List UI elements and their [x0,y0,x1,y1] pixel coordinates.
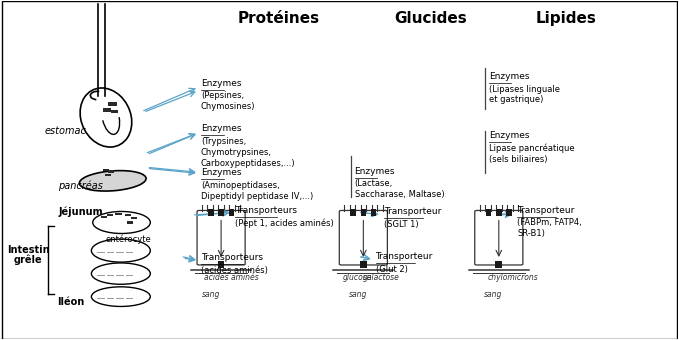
Text: Transporteur: Transporteur [375,252,433,261]
Bar [208,209,214,216]
Text: pancréas: pancréas [58,181,103,191]
Text: galactose: galactose [363,273,399,282]
Bar [108,170,114,173]
Text: chylomicrons: chylomicrons [488,273,538,282]
Text: (Lactase,
Saccharase, Maltase): (Lactase, Saccharase, Maltase) [354,180,444,199]
Text: Enzymes: Enzymes [201,79,241,88]
Bar [108,102,117,106]
Bar [360,261,367,268]
Text: grêle: grêle [14,255,42,265]
Bar [229,209,234,216]
Text: Intestin: Intestin [7,245,50,255]
Text: (Lipases linguale
et gastrique): (Lipases linguale et gastrique) [489,85,559,104]
Text: Transporteur: Transporteur [517,206,574,215]
Ellipse shape [92,287,150,306]
Bar [127,221,133,223]
Text: (Pept 1, acides aminés): (Pept 1, acides aminés) [235,218,333,228]
Bar [371,209,376,216]
Text: (FABPm, FATP4,
SR-B1): (FABPm, FATP4, SR-B1) [517,218,582,238]
Text: (Glut 2): (Glut 2) [375,265,407,274]
FancyBboxPatch shape [340,210,388,265]
FancyBboxPatch shape [197,210,245,265]
Text: Protéines: Protéines [238,11,320,26]
Bar [361,209,366,216]
Text: Enzymes: Enzymes [354,167,395,176]
Text: (acides aminés): (acides aminés) [201,266,268,275]
Text: sang: sang [484,290,502,299]
Bar [103,169,109,171]
Bar [115,212,122,215]
Text: Enzymes: Enzymes [489,131,529,140]
Bar [107,214,113,216]
Text: (Aminopeptidases,
Dipeptidyl peptidase IV,...): (Aminopeptidases, Dipeptidyl peptidase I… [201,181,313,201]
Text: Lipides: Lipides [536,11,597,26]
Bar [131,217,137,219]
Bar [219,209,224,216]
Text: Lipase pancréatique
(sels biliaires): Lipase pancréatique (sels biliaires) [489,144,574,164]
Text: Enzymes: Enzymes [201,168,241,177]
Bar [496,261,502,268]
Text: Iléon: Iléon [57,298,84,307]
Bar [101,216,107,218]
Bar [111,110,118,113]
Text: Jéjunum: Jéjunum [58,206,103,217]
Text: Transporteur: Transporteur [384,207,441,216]
Text: acides aminés: acides aminés [204,273,259,282]
Text: Enzymes: Enzymes [489,72,529,81]
Text: glucose: glucose [343,273,373,282]
Text: (Pepsines,
Chymosines): (Pepsines, Chymosines) [201,91,255,111]
Text: Enzymes: Enzymes [201,124,241,133]
Text: sang: sang [202,290,220,299]
Ellipse shape [92,239,150,262]
Bar [507,209,512,216]
Ellipse shape [93,211,150,234]
Bar [496,209,502,216]
Text: Transporteurs: Transporteurs [201,253,263,262]
FancyBboxPatch shape [475,210,523,265]
Ellipse shape [92,263,150,284]
Bar [486,209,492,216]
Text: Glucides: Glucides [394,11,467,26]
Ellipse shape [79,171,146,191]
Ellipse shape [80,88,132,147]
Text: sang: sang [348,290,367,299]
Bar [218,261,225,268]
Text: entérocyte: entérocyte [105,235,151,244]
Text: estomac: estomac [45,126,87,136]
Bar [105,174,111,176]
Bar [103,108,111,112]
Text: (SGLT 1): (SGLT 1) [384,220,418,229]
Text: Transporteurs: Transporteurs [235,206,297,215]
Bar [125,214,131,216]
Bar [350,209,356,216]
Text: (Trypsines,
Chymotrypsines,
Carboxypeptidases,...): (Trypsines, Chymotrypsines, Carboxypepti… [201,137,295,168]
